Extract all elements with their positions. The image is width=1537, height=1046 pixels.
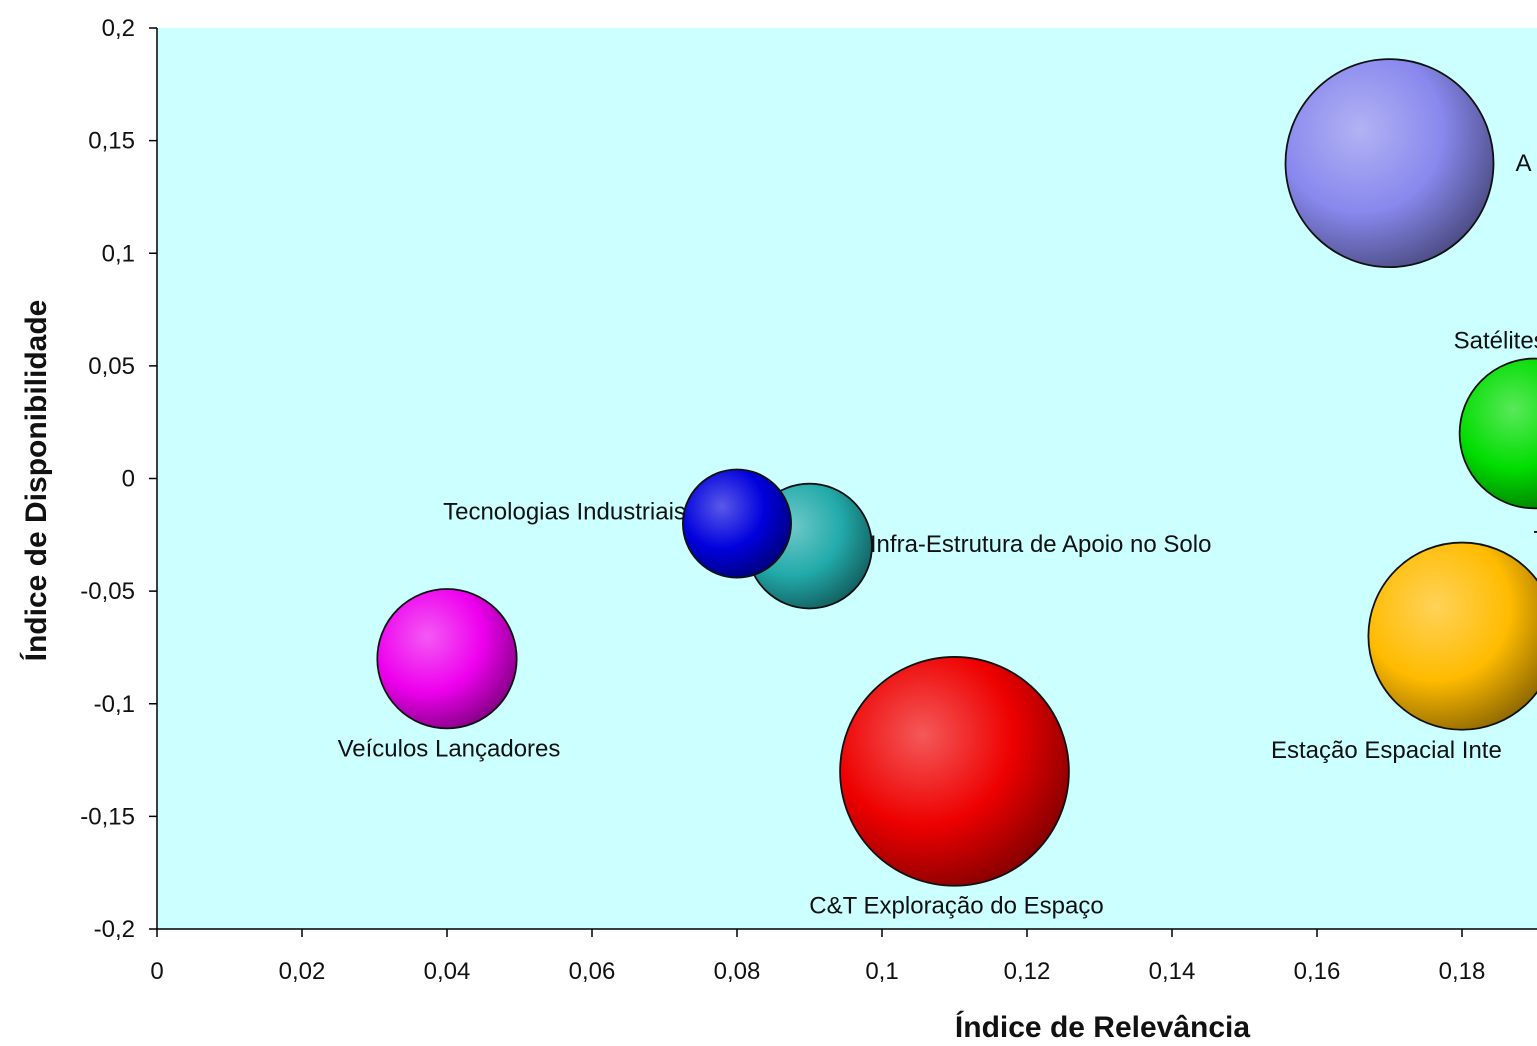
x-tick-label: 0,12 xyxy=(1004,958,1051,985)
x-axis-ticks: 0 0,02 0,04 0,06 0,08 0,1 0,12 0,14 0,16 0,18 xyxy=(150,929,1485,985)
y-tick-label: -0,15 xyxy=(80,803,135,830)
bubble-label: C&T Exploração do Espaço xyxy=(809,893,1103,920)
y-tick-label: 0,1 xyxy=(102,240,135,267)
y-tick-label: -0,2 xyxy=(94,916,135,943)
y-axis-title: Índice de Disponibilidade xyxy=(19,300,53,662)
y-axis-ticks: 0,2 0,15 0,1 0,05 0 -0,05 -0,1 -0,15 -0,2 xyxy=(80,15,157,943)
y-tick-label: -0,1 xyxy=(94,691,135,718)
bubble-label-layer: A Satélites e P T Estação Espacial Inte Infr… xyxy=(338,150,1537,920)
x-axis-title: Índice de Relevância xyxy=(955,1010,1250,1044)
bubble xyxy=(1284,58,1495,269)
bubble xyxy=(682,468,792,579)
x-tick-label: 0,02 xyxy=(279,958,326,985)
bubble xyxy=(839,656,1070,887)
bubble-label: A xyxy=(1516,150,1532,177)
x-tick-label: 0,16 xyxy=(1294,958,1341,985)
bubble xyxy=(1367,541,1537,731)
bubble-label: Tecnologias Industriais xyxy=(443,499,686,526)
x-tick-label: 0,1 xyxy=(865,958,898,985)
y-tick-label: 0,05 xyxy=(88,353,135,380)
bubble xyxy=(376,588,518,730)
bubble-label: Estação Espacial Inte xyxy=(1271,737,1502,764)
bubble xyxy=(1458,357,1537,510)
y-tick-label: 0 xyxy=(122,466,135,493)
x-tick-label: 0,18 xyxy=(1439,958,1486,985)
y-tick-label: -0,05 xyxy=(80,578,135,605)
bubble-label: Veículos Lançadores xyxy=(338,735,561,762)
y-tick-label: 0,15 xyxy=(88,128,135,155)
x-tick-label: 0,08 xyxy=(714,958,761,985)
x-tick-label: 0,06 xyxy=(569,958,616,985)
x-tick-label: 0,14 xyxy=(1149,958,1196,985)
x-tick-label: 0,04 xyxy=(424,958,471,985)
y-tick-label: 0,2 xyxy=(102,15,135,42)
bubble-label: Infra-Estrutura de Apoio no Solo xyxy=(870,531,1212,558)
x-tick-label: 0 xyxy=(150,958,163,985)
bubble-label: T xyxy=(1534,526,1537,553)
bubble-label: Satélites e P xyxy=(1454,328,1537,355)
bubble-layer xyxy=(376,58,1537,887)
